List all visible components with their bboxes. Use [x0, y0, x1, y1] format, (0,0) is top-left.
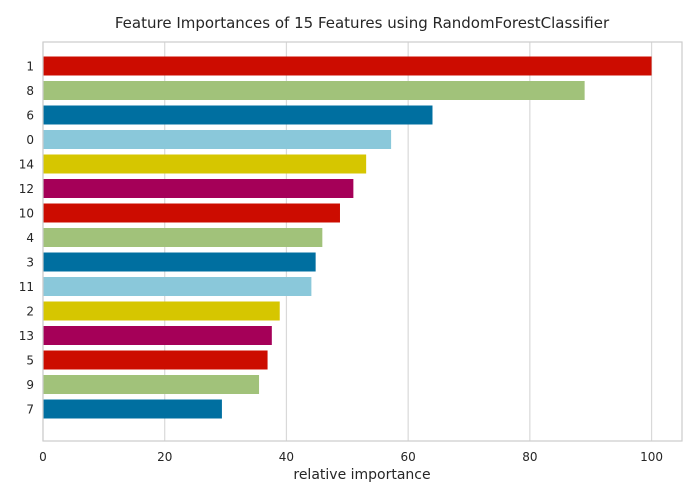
bar-feature-14 — [43, 154, 367, 174]
bar-feature-5 — [43, 350, 268, 370]
bar-feature-8 — [43, 81, 585, 100]
x-tick-label: 40 — [279, 450, 294, 464]
y-tick-label: 3 — [26, 256, 34, 270]
y-tick-label: 7 — [26, 403, 34, 417]
x-axis-label: relative importance — [293, 467, 430, 483]
y-tick-label: 4 — [26, 231, 34, 245]
bar-feature-9 — [43, 375, 260, 394]
y-tick-label: 9 — [26, 378, 34, 392]
y-tick-label: 2 — [26, 305, 34, 319]
y-tick-label: 13 — [19, 329, 34, 343]
x-tick-label: 20 — [157, 450, 172, 464]
bar-feature-2 — [43, 301, 280, 321]
x-tick-labels: 0 20 40 60 80 100 — [39, 450, 663, 464]
bar-feature-11 — [43, 277, 312, 296]
x-tick-label: 100 — [640, 450, 663, 464]
chart-title: Feature Importances of 15 Features using… — [115, 14, 610, 32]
y-tick-label: 1 — [26, 60, 34, 74]
x-tick-label: 0 — [39, 450, 47, 464]
bars — [43, 56, 652, 419]
y-tick-label: 6 — [26, 109, 34, 123]
bar-feature-0 — [43, 130, 392, 149]
y-tick-label: 5 — [26, 354, 34, 368]
bar-feature-1 — [43, 56, 652, 76]
y-tick-label: 10 — [19, 207, 34, 221]
y-tick-label: 11 — [19, 280, 34, 294]
y-tick-label: 14 — [19, 158, 34, 172]
bar-feature-12 — [43, 179, 354, 198]
bar-feature-7 — [43, 399, 222, 419]
plot-frame — [42, 41, 683, 442]
x-tick-label: 60 — [401, 450, 416, 464]
bar-feature-13 — [43, 326, 272, 345]
bar-feature-10 — [43, 203, 340, 223]
bar-feature-3 — [43, 252, 316, 272]
y-tick-label: 8 — [26, 84, 34, 98]
bar-feature-4 — [43, 228, 323, 247]
y-tick-labels: 1 8 6 0 14 12 10 4 3 11 2 13 5 9 7 — [19, 60, 34, 417]
bar-feature-6 — [43, 105, 433, 125]
y-tick-label: 12 — [19, 182, 34, 196]
x-tick-label: 80 — [522, 450, 537, 464]
y-tick-label: 0 — [26, 133, 34, 147]
